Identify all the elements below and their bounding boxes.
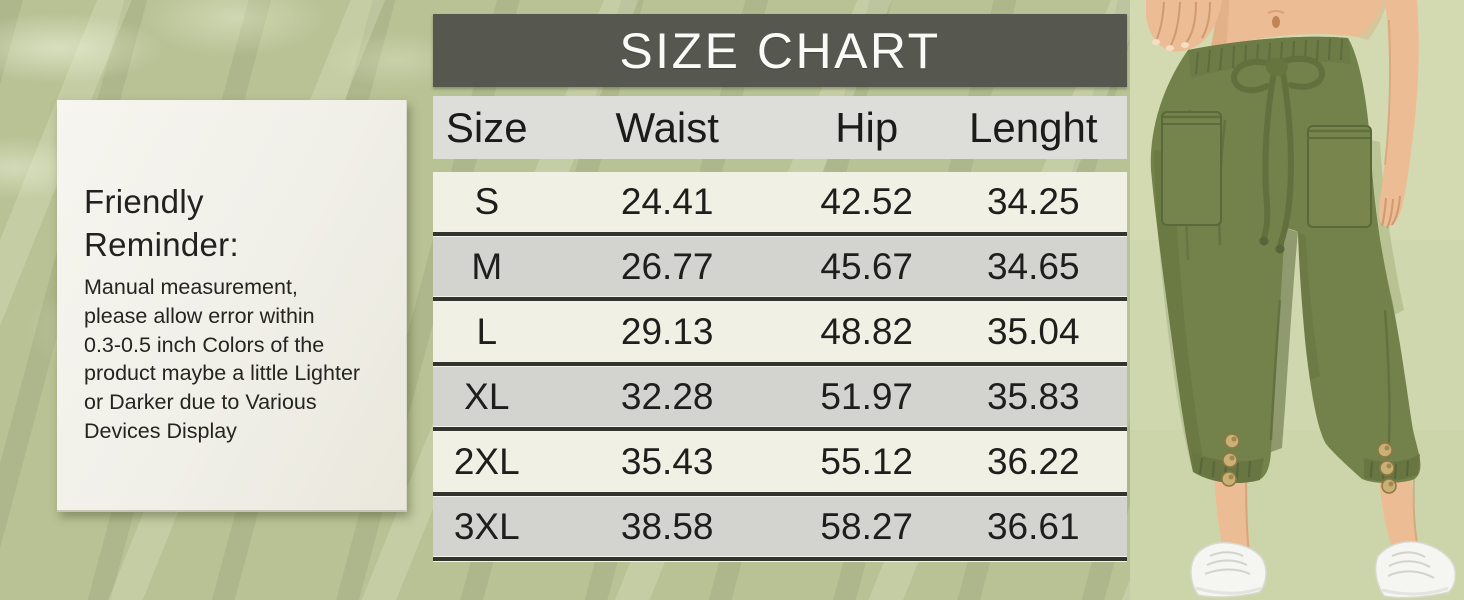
cell-hip: 45.67 <box>820 245 914 287</box>
cell-size: M <box>471 245 503 287</box>
row-separator <box>433 231 1127 237</box>
cell-waist: 29.13 <box>620 310 714 352</box>
drawstring-bow <box>1230 55 1325 249</box>
cell-size: XL <box>464 375 510 417</box>
size-chart-title: SIZE CHART <box>619 22 941 79</box>
navel <box>1272 16 1280 28</box>
right-arm <box>1378 0 1419 229</box>
row-separator <box>433 361 1127 367</box>
row-separator <box>433 491 1127 497</box>
table-row: L 29.13 48.82 35.04 <box>433 302 1127 361</box>
column-header-hip: Hip <box>835 103 899 151</box>
cell-length: 35.04 <box>986 310 1080 352</box>
cell-hip: 55.12 <box>820 440 914 482</box>
patch-pocket-right <box>1307 125 1372 228</box>
cell-size: S <box>474 180 500 222</box>
cell-waist: 35.43 <box>620 440 714 482</box>
cell-waist: 38.58 <box>620 505 714 547</box>
column-header-size: Size <box>445 103 528 151</box>
size-chart-title-bar: SIZE CHART <box>433 14 1127 87</box>
column-header-row: Size Waist Hip Lenght <box>433 96 1127 159</box>
row-separator <box>433 296 1127 302</box>
patch-pocket-left <box>1161 111 1222 226</box>
cell-hip: 48.82 <box>820 310 914 352</box>
table-row: 2XL 35.43 55.12 36.22 <box>433 432 1127 491</box>
cell-length: 35.83 <box>986 375 1080 417</box>
column-header-length: Lenght <box>969 103 1098 151</box>
table-body: S 24.41 42.52 34.25 M 26.77 45.67 34.65 … <box>433 172 1127 562</box>
table-row: XL 32.28 51.97 35.83 <box>433 367 1127 426</box>
white-sneakers <box>1190 540 1457 599</box>
cell-length: 36.61 <box>986 505 1080 547</box>
reminder-card: Friendly Reminder: Manual measurement, p… <box>57 100 407 512</box>
cell-length: 36.22 <box>986 440 1080 482</box>
row-separator <box>433 426 1127 432</box>
cuff-buttons <box>1221 433 1397 494</box>
row-separator <box>433 556 1127 562</box>
model-photo <box>1130 0 1464 600</box>
reminder-title: Friendly Reminder: <box>84 183 239 263</box>
cell-size: 3XL <box>453 505 520 547</box>
model-figure-illustration <box>1130 0 1464 600</box>
olive-pants <box>1150 36 1421 494</box>
left-hand <box>1146 0 1222 52</box>
table-row: 3XL 38.58 58.27 36.61 <box>433 497 1127 556</box>
cell-hip: 58.27 <box>820 505 914 547</box>
table-row: S 24.41 42.52 34.25 <box>433 172 1127 231</box>
drawstring-waistband <box>1188 36 1351 78</box>
size-chart: SIZE CHART Size Waist Hip Lenght S 24.41… <box>433 14 1127 562</box>
cell-length: 34.25 <box>986 180 1080 222</box>
cell-waist: 24.41 <box>620 180 714 222</box>
column-header-waist: Waist <box>615 103 719 151</box>
cell-size: L <box>476 310 498 352</box>
cell-waist: 26.77 <box>620 245 714 287</box>
reminder-body: Manual measurement, please allow error w… <box>84 275 361 443</box>
table-row: M 26.77 45.67 34.65 <box>433 237 1127 296</box>
cell-length: 34.65 <box>986 245 1080 287</box>
cell-size: 2XL <box>453 440 520 482</box>
cell-waist: 32.28 <box>620 375 714 417</box>
cell-hip: 42.52 <box>820 180 914 222</box>
cell-hip: 51.97 <box>820 375 914 417</box>
